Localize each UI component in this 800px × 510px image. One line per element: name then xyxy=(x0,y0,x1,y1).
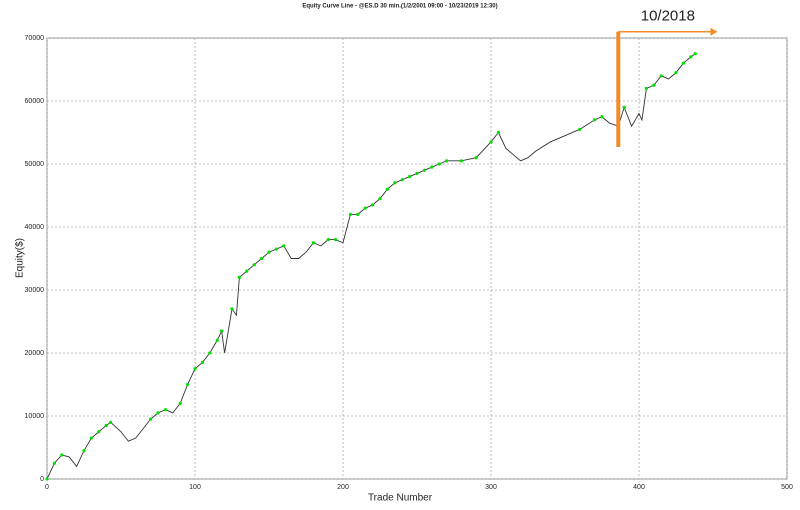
equity-line xyxy=(46,53,696,480)
new-high-marker xyxy=(489,140,493,144)
new-high-marker xyxy=(400,178,404,182)
new-high-marker xyxy=(215,338,219,342)
new-high-marker xyxy=(415,171,419,176)
new-high-marker xyxy=(274,247,278,251)
new-high-marker xyxy=(326,238,330,242)
arrow-head xyxy=(710,27,718,36)
new-high-marker xyxy=(163,408,167,412)
new-high-marker xyxy=(674,71,678,75)
new-high-marker xyxy=(334,238,338,242)
y-tick-label: 0 xyxy=(40,476,44,483)
new-high-marker xyxy=(237,275,241,279)
new-high-marker xyxy=(356,212,360,216)
new-high-marker xyxy=(52,461,57,465)
new-high-marker xyxy=(693,52,697,56)
new-high-marker xyxy=(82,449,86,453)
new-high-marker xyxy=(659,74,663,78)
new-high-marker xyxy=(200,360,204,365)
new-high-marker xyxy=(593,118,597,122)
annotation-label: 10/2018 xyxy=(641,8,695,25)
new-high-marker xyxy=(178,401,182,405)
new-high-marker xyxy=(186,382,190,387)
new-high-marker xyxy=(430,165,434,169)
new-high-marker xyxy=(260,256,264,261)
x-tick-label: 300 xyxy=(485,484,497,491)
new-high-marker xyxy=(681,61,686,65)
new-high-marker xyxy=(60,453,64,457)
new-high-marker xyxy=(600,115,604,119)
new-high-marker xyxy=(156,411,160,415)
new-high-marker xyxy=(445,159,449,163)
x-tick-label: 200 xyxy=(337,484,349,491)
chart-title: Equity Curve Line - @ES.D 30 min.(1/2/20… xyxy=(302,4,497,10)
new-high-marker xyxy=(89,436,93,440)
new-high-marker xyxy=(208,351,212,355)
new-high-marker xyxy=(348,212,352,216)
new-high-marker xyxy=(378,197,382,201)
new-high-marker xyxy=(652,83,656,87)
y-tick-label: 10000 xyxy=(25,413,45,420)
new-high-marker xyxy=(252,263,256,267)
new-high-marker xyxy=(474,156,478,160)
new-high-marker xyxy=(230,307,234,311)
new-high-marker xyxy=(385,187,389,191)
new-high-marker xyxy=(689,55,693,59)
x-tick-label: 400 xyxy=(633,484,645,491)
new-high-marker xyxy=(109,420,113,424)
new-high-marker xyxy=(408,175,412,179)
x-tick-label: 0 xyxy=(45,484,49,491)
new-high-marker xyxy=(311,241,315,245)
new-high-marker xyxy=(363,206,367,210)
new-high-marker xyxy=(97,430,101,434)
new-high-marker xyxy=(496,130,500,135)
x-axis-label: Trade Number xyxy=(368,493,433,504)
y-axis-label: Equity($) xyxy=(15,238,26,278)
new-high-marker xyxy=(245,269,249,273)
x-tick-label: 500 xyxy=(781,484,793,491)
y-tick-label: 50000 xyxy=(25,161,45,168)
new-high-marker xyxy=(459,159,463,163)
new-high-marker xyxy=(422,168,426,172)
new-high-marker xyxy=(149,417,153,421)
new-high-marker xyxy=(267,250,271,254)
new-high-marker xyxy=(282,244,286,248)
new-high-marker xyxy=(622,105,626,109)
new-high-marker xyxy=(437,162,441,166)
y-tick-label: 70000 xyxy=(25,35,45,42)
x-tick-label: 100 xyxy=(189,484,201,491)
new-high-marker xyxy=(393,181,397,185)
y-tick-label: 20000 xyxy=(25,350,45,357)
new-high-marker xyxy=(104,423,108,428)
new-high-marker xyxy=(578,127,582,131)
new-high-marker xyxy=(220,329,224,333)
new-high-marker xyxy=(193,367,197,371)
new-high-marker xyxy=(45,477,49,481)
y-tick-label: 30000 xyxy=(25,287,45,294)
y-tick-label: 60000 xyxy=(25,98,45,105)
y-tick-label: 40000 xyxy=(25,224,45,231)
new-high-marker xyxy=(371,203,375,207)
new-high-marker xyxy=(644,86,649,90)
